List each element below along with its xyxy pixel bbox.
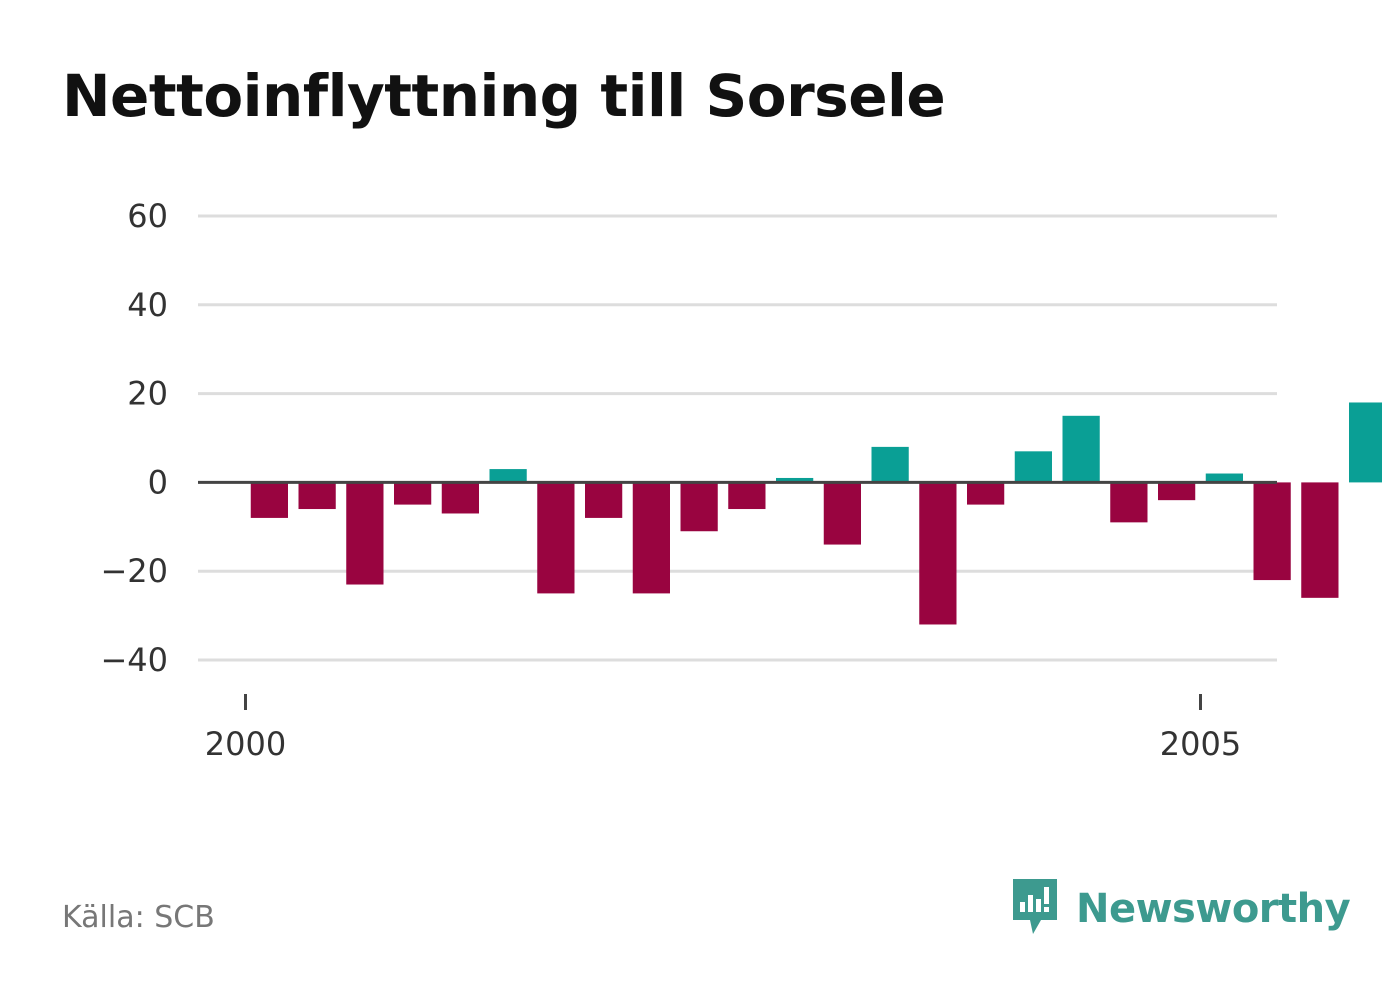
bar[interactable] [346,482,384,585]
bar[interactable] [1205,473,1243,483]
grid-lines [198,214,1277,662]
bar[interactable] [632,482,670,594]
bar[interactable] [728,482,766,510]
bar[interactable] [1253,482,1291,581]
bar[interactable] [919,482,957,625]
bar[interactable] [871,446,909,483]
bar[interactable] [250,482,288,518]
y-tick-label: −40 [100,641,168,679]
bar[interactable] [967,482,1005,505]
bar[interactable] [776,477,814,483]
y-tick-label: 0 [148,463,168,501]
y-tick-label: 60 [127,197,168,235]
y-tick-label: 20 [127,375,168,413]
bar[interactable] [1062,415,1100,483]
y-tick-label: 40 [127,286,168,324]
chart-title: Nettoinflyttning till Sorsele [62,62,946,130]
x-tick-label: 2000 [205,725,286,763]
bar[interactable] [1349,402,1382,483]
newsworthy-chart-icon [1010,876,1060,942]
bar[interactable] [298,482,336,510]
bar[interactable] [823,482,861,545]
y-tick-label: −20 [100,552,168,590]
bar[interactable] [537,482,575,594]
bar[interactable] [585,482,623,518]
bars [250,402,1382,625]
bar[interactable] [1158,482,1196,501]
logo-text: Newsworthy [1076,886,1351,932]
newsworthy-logo[interactable]: Newsworthy [1010,876,1351,942]
bar[interactable] [1110,482,1148,523]
bar[interactable] [1301,482,1339,598]
bar[interactable] [489,469,527,483]
bar[interactable] [680,482,718,532]
x-tick-label: 2005 [1160,725,1241,763]
bar[interactable] [441,482,479,514]
source-label: Källa: SCB [62,900,215,935]
bar[interactable] [1014,451,1052,483]
bar[interactable] [394,482,432,505]
